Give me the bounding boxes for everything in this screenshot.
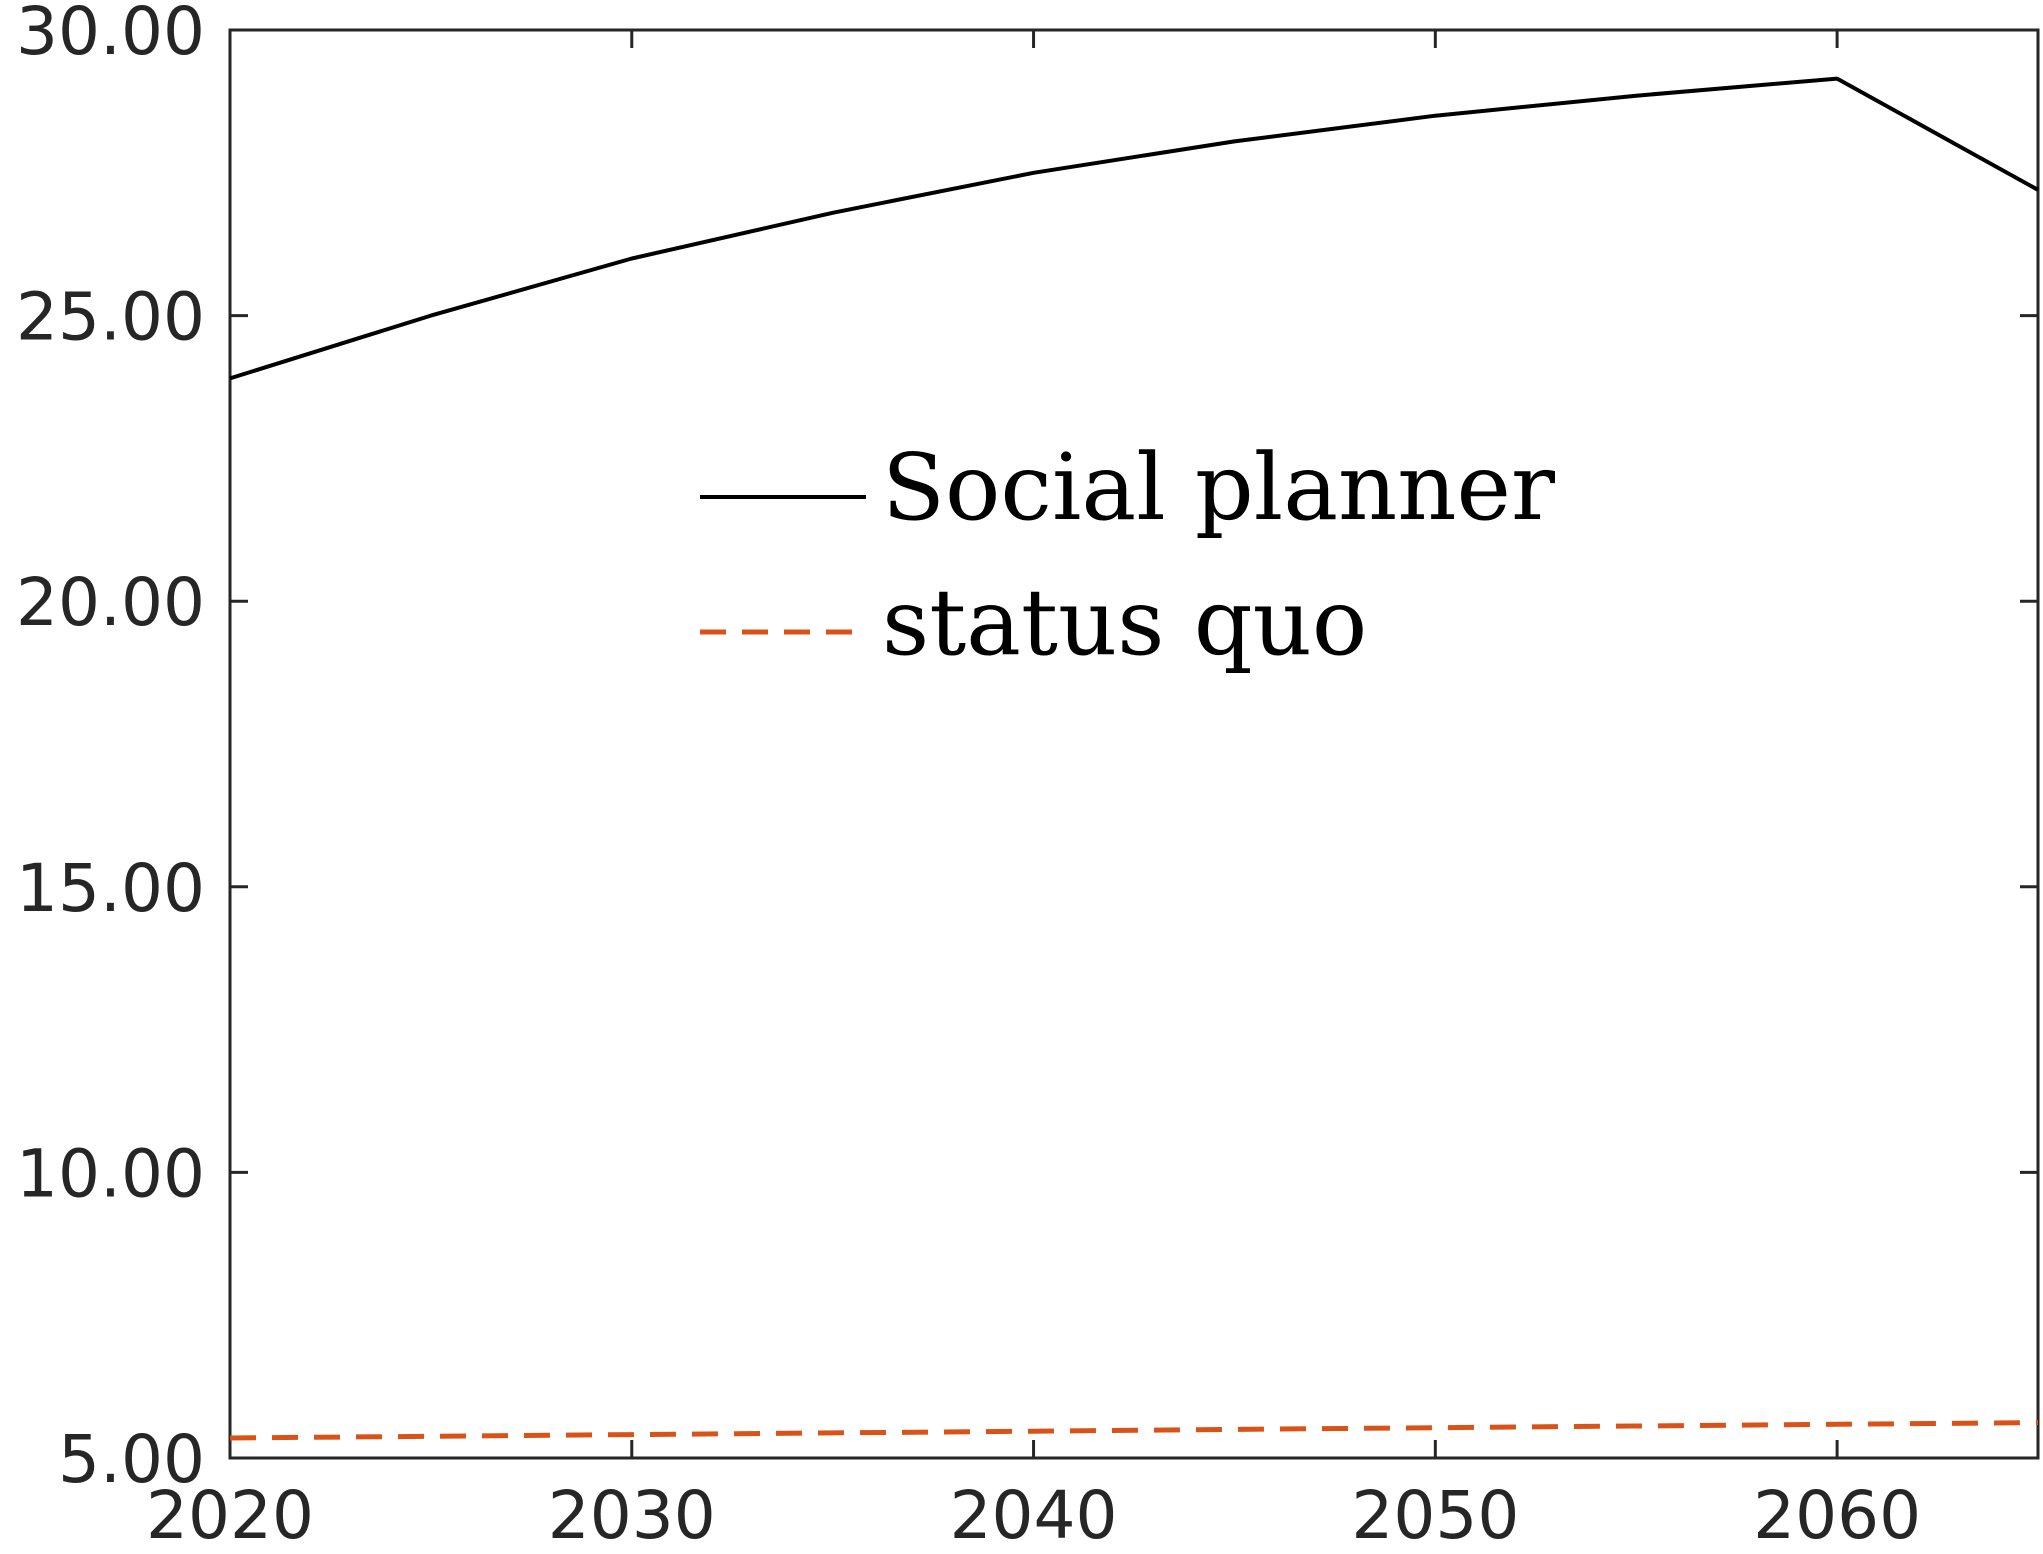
plot-area-frame bbox=[228, 28, 2040, 1460]
x-tick-label: 2030 bbox=[548, 1477, 716, 1554]
legend: Social planner status quo bbox=[700, 434, 1555, 676]
y-tick-label: 30.00 bbox=[16, 0, 205, 70]
legend-label: Social planner bbox=[882, 434, 1555, 541]
y-axis: 5.00 10.00 15.00 20.00 25.00 30.00 bbox=[16, 0, 2038, 1498]
series-line-status-quo bbox=[229, 1420, 2039, 1441]
x-tick-label: 2040 bbox=[950, 1477, 1118, 1554]
y-tick-label: 5.00 bbox=[58, 1421, 205, 1498]
y-tick-label: 15.00 bbox=[16, 850, 205, 927]
y-tick-label: 25.00 bbox=[16, 279, 205, 356]
y-tick-label: 10.00 bbox=[16, 1135, 205, 1212]
x-axis: 2020 2030 2040 2050 2060 bbox=[146, 30, 1921, 1554]
legend-label: status quo bbox=[882, 569, 1367, 676]
y-tick-label: 20.00 bbox=[16, 564, 205, 641]
x-tick-label: 2020 bbox=[146, 1477, 314, 1554]
x-tick-label: 2050 bbox=[1351, 1477, 1519, 1554]
series-lines bbox=[229, 76, 2039, 1441]
series-line-social-planner bbox=[229, 76, 2039, 381]
x-tick-label: 2060 bbox=[1753, 1477, 1921, 1554]
